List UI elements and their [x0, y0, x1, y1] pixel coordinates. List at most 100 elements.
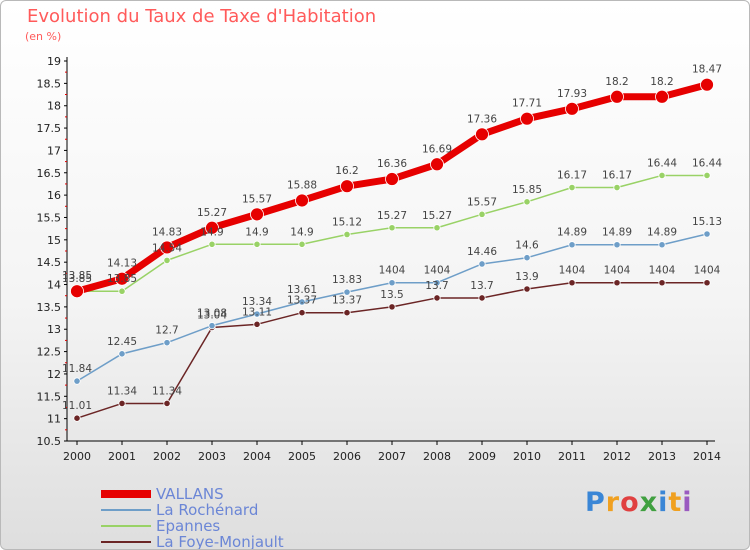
data-label: 16.69 — [422, 143, 452, 155]
unit-label: (en %) — [25, 30, 62, 43]
data-point — [253, 310, 261, 318]
legend-swatch — [101, 525, 151, 527]
data-label: 12.7 — [155, 325, 178, 337]
y-tick-label: 18.5 — [37, 77, 62, 90]
chart-title: Evolution du Taux de Taxe d'Habitation — [27, 6, 377, 27]
logo-letter: P — [585, 487, 606, 518]
legend-item-vallans: VALLANS — [101, 485, 361, 503]
data-point — [703, 171, 711, 180]
data-label: 14.9 — [245, 226, 268, 238]
data-label: 15.12 — [332, 216, 362, 228]
data-point — [343, 288, 351, 296]
data-point — [430, 157, 444, 172]
logo-letter: o — [620, 487, 640, 518]
data-label: 1404 — [424, 265, 451, 277]
y-tick-label: 11.5 — [37, 390, 62, 403]
data-point — [520, 111, 534, 126]
y-tick-label: 18 — [47, 100, 61, 113]
data-label: 14.6 — [515, 240, 539, 252]
data-label: 16.44 — [692, 157, 722, 169]
x-tick-label: 2007 — [378, 450, 406, 463]
data-point — [253, 320, 261, 328]
data-label: 13.7 — [425, 280, 448, 292]
data-point — [298, 298, 306, 306]
data-label: 12.45 — [107, 336, 137, 348]
y-tick-label: 15.5 — [37, 211, 62, 224]
logo-letter: i — [682, 487, 693, 518]
data-label: 11.84 — [62, 363, 92, 375]
y-tick-label: 17 — [47, 144, 61, 157]
data-label: 16.44 — [647, 157, 677, 169]
data-label: 15.27 — [377, 210, 407, 222]
data-point — [613, 183, 621, 192]
data-point — [478, 210, 486, 218]
y-tick-label: 14 — [47, 279, 61, 292]
data-point — [658, 279, 666, 287]
legend-item-la-foye-monjault: La Foye-Monjault — [101, 533, 361, 549]
data-point — [658, 241, 666, 249]
data-label: 13.5 — [380, 289, 403, 301]
data-point — [703, 279, 711, 287]
data-point — [115, 271, 129, 286]
legend-item-epannes: Epannes — [101, 517, 361, 535]
data-point — [118, 350, 126, 358]
legend-swatch — [101, 490, 151, 498]
x-tick-label: 2012 — [603, 450, 631, 463]
logo-letter: i — [658, 487, 669, 518]
data-label: 14.54 — [152, 242, 182, 254]
data-point — [658, 171, 666, 180]
data-point — [298, 309, 306, 317]
x-tick-label: 2014 — [693, 450, 721, 463]
data-point — [73, 414, 81, 422]
legend-label: VALLANS — [156, 485, 224, 503]
legend-swatch — [101, 541, 151, 543]
x-tick-label: 2000 — [63, 450, 91, 463]
y-tick-label: 11 — [47, 413, 61, 426]
data-point — [73, 377, 81, 385]
data-label: 13.34 — [242, 296, 272, 308]
x-tick-label: 2001 — [108, 450, 136, 463]
data-point — [205, 220, 219, 235]
x-tick-label: 2005 — [288, 450, 316, 463]
data-label: 18.47 — [692, 64, 722, 76]
data-point — [565, 101, 579, 116]
data-label: 1404 — [379, 265, 406, 277]
data-label: 15.85 — [512, 184, 542, 196]
data-label: 17.36 — [467, 113, 497, 125]
data-label: 11.01 — [62, 400, 92, 412]
data-label: 13.85 — [62, 270, 92, 282]
data-point — [523, 198, 531, 206]
data-label: 17.93 — [557, 88, 587, 100]
data-label: 13.08 — [197, 308, 227, 320]
y-tick-label: 13.5 — [37, 301, 62, 314]
data-point — [343, 230, 351, 239]
data-label: 17.71 — [512, 98, 542, 110]
data-label: 14.46 — [467, 246, 497, 258]
data-label: 14.9 — [290, 226, 313, 238]
data-point — [163, 339, 171, 347]
data-point — [343, 309, 351, 317]
data-point — [478, 260, 486, 268]
data-point — [568, 279, 576, 287]
data-label: 14.13 — [107, 258, 137, 270]
data-label: 1404 — [694, 265, 721, 277]
data-point — [655, 89, 669, 104]
data-label: 1404 — [649, 265, 676, 277]
y-tick-label: 16.5 — [37, 167, 62, 180]
data-label: 15.27 — [197, 207, 227, 219]
data-label: 14.83 — [152, 226, 182, 238]
data-point — [475, 127, 489, 142]
x-tick-label: 2002 — [153, 450, 181, 463]
proxiti-logo: Proxiti — [585, 487, 693, 518]
data-label: 16.36 — [377, 158, 407, 170]
logo-letter: r — [605, 487, 621, 518]
logo-letter: x — [639, 487, 659, 518]
data-label: 1404 — [604, 265, 631, 277]
data-label: 14.89 — [557, 227, 587, 239]
data-label: 13.85 — [107, 273, 137, 285]
data-label: 13.04 — [197, 309, 227, 321]
data-point — [613, 279, 621, 287]
x-tick-label: 2008 — [423, 450, 451, 463]
data-point — [478, 294, 486, 302]
